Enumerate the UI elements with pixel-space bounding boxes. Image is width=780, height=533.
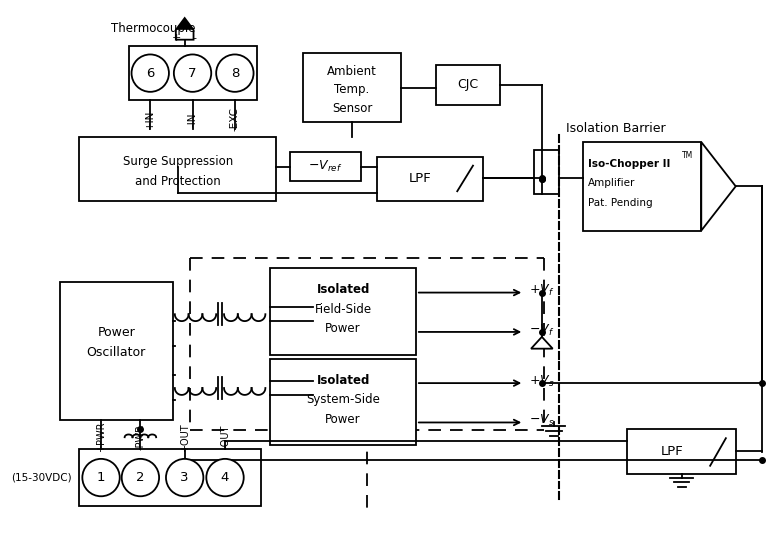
- Text: 2: 2: [136, 471, 144, 484]
- Text: Temp.: Temp.: [335, 83, 370, 96]
- Polygon shape: [176, 18, 193, 39]
- Text: TM: TM: [682, 151, 693, 160]
- Polygon shape: [701, 142, 736, 231]
- Text: LPF: LPF: [409, 172, 431, 185]
- Circle shape: [174, 54, 211, 92]
- Bar: [290, 152, 361, 181]
- Bar: [435, 65, 499, 104]
- Text: 4: 4: [221, 471, 229, 484]
- Text: +IN: +IN: [145, 110, 155, 129]
- Bar: [129, 46, 257, 100]
- Text: CJC: CJC: [457, 78, 478, 92]
- Text: Pat. Pending: Pat. Pending: [588, 198, 653, 208]
- Text: System-Side: System-Side: [307, 393, 380, 406]
- Text: -OUT: -OUT: [220, 425, 230, 449]
- Text: Surge Suppression: Surge Suppression: [122, 155, 233, 168]
- Text: Isolated: Isolated: [317, 374, 370, 386]
- Text: -: -: [193, 33, 197, 43]
- Text: Power: Power: [325, 413, 361, 426]
- Text: Sensor: Sensor: [332, 102, 372, 115]
- Text: 1: 1: [97, 471, 105, 484]
- Text: Isolated: Isolated: [317, 283, 370, 296]
- Text: -PWR: -PWR: [136, 424, 145, 450]
- Text: Thermocouple: Thermocouple: [111, 22, 195, 35]
- Text: Iso-Chopper II: Iso-Chopper II: [588, 159, 671, 168]
- Text: +PWR: +PWR: [96, 422, 106, 453]
- Polygon shape: [531, 337, 553, 349]
- Circle shape: [216, 54, 254, 92]
- Text: 6: 6: [146, 67, 154, 79]
- Bar: [80, 449, 261, 506]
- Bar: [303, 53, 401, 123]
- Text: 7: 7: [188, 67, 197, 79]
- Text: $+V_f$: $+V_f$: [529, 283, 555, 298]
- Circle shape: [207, 459, 243, 496]
- Bar: [627, 430, 736, 474]
- Bar: [583, 142, 701, 231]
- Text: -EXC: -EXC: [230, 107, 240, 132]
- Text: +OUT: +OUT: [179, 423, 190, 451]
- Polygon shape: [176, 18, 193, 30]
- Text: $+V_s$: $+V_s$: [529, 374, 555, 389]
- Text: Power: Power: [98, 326, 135, 340]
- Text: Amplifier: Amplifier: [588, 179, 636, 188]
- Text: -IN: -IN: [187, 112, 197, 127]
- Text: Isolation Barrier: Isolation Barrier: [566, 122, 666, 135]
- Text: Power: Power: [325, 322, 361, 335]
- Circle shape: [83, 459, 120, 496]
- Text: 3: 3: [180, 471, 189, 484]
- Text: LPF: LPF: [661, 445, 683, 457]
- Bar: [80, 137, 276, 201]
- Text: Field-Side: Field-Side: [314, 303, 371, 316]
- Text: and Protection: and Protection: [135, 175, 221, 188]
- Text: Ambient: Ambient: [327, 64, 377, 78]
- Bar: [377, 157, 483, 201]
- Circle shape: [166, 459, 204, 496]
- Bar: [271, 359, 416, 445]
- Text: $-V_f$: $-V_f$: [529, 322, 555, 337]
- Bar: [60, 282, 173, 419]
- Text: +: +: [172, 33, 181, 43]
- Text: 8: 8: [231, 67, 239, 79]
- Text: Oscillator: Oscillator: [87, 346, 146, 359]
- Circle shape: [122, 459, 159, 496]
- Text: (15-30VDC): (15-30VDC): [11, 473, 72, 482]
- Circle shape: [132, 54, 169, 92]
- Text: $-V_s$: $-V_s$: [529, 413, 555, 428]
- Bar: [534, 150, 558, 194]
- Text: $-V_{ref}$: $-V_{ref}$: [308, 159, 342, 174]
- Bar: [271, 268, 416, 354]
